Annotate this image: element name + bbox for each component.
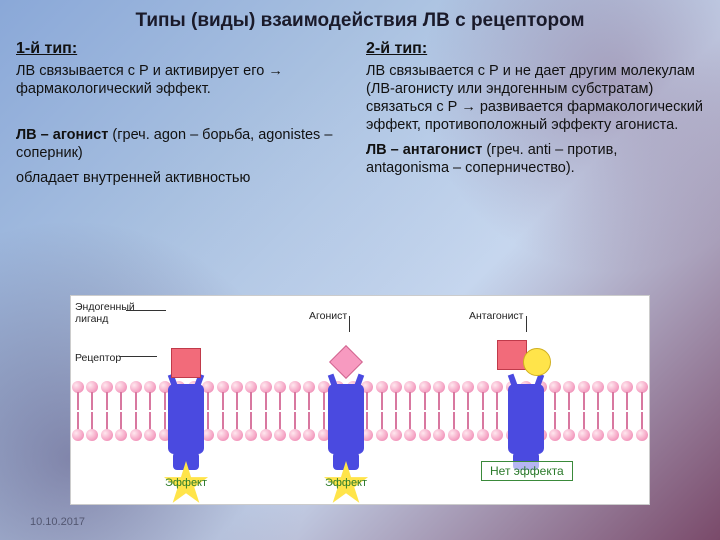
page-title: Типы (виды) взаимодействия ЛВ с рецептор…: [16, 10, 704, 32]
column-type2: 2-й тип: ЛВ связывается с Р и не дает др…: [366, 40, 704, 193]
lipid-icon: [591, 381, 605, 410]
lipid-icon: [476, 412, 490, 441]
lipid-icon: [432, 381, 446, 410]
lipid-icon: [302, 381, 316, 410]
lipid-icon: [461, 381, 475, 410]
lipid-icon: [85, 381, 99, 410]
label-receptor: Рецептор: [75, 352, 121, 364]
lipid-icon: [273, 412, 287, 441]
lipid-icon: [143, 412, 157, 441]
lipid-icon: [461, 412, 475, 441]
lipid-icon: [447, 381, 461, 410]
column-type1: 1-й тип: ЛВ связывается с Р и активирует…: [16, 40, 354, 193]
type1-desc: ЛВ связывается с Р и активирует его → фа…: [16, 62, 354, 98]
lipid-icon: [418, 412, 432, 441]
type2-heading: 2-й тип:: [366, 40, 704, 58]
lipid-icon: [447, 412, 461, 441]
lipid-icon: [389, 412, 403, 441]
lipid-icon: [129, 381, 143, 410]
lipid-icon: [418, 381, 432, 410]
lipid-icon: [375, 412, 389, 441]
lipid-icon: [476, 381, 490, 410]
lipid-icon: [71, 381, 85, 410]
lipid-icon: [259, 412, 273, 441]
lipid-icon: [577, 381, 591, 410]
lipid-icon: [114, 381, 128, 410]
lipid-icon: [114, 412, 128, 441]
lipid-icon: [230, 381, 244, 410]
lipid-icon: [577, 412, 591, 441]
lipid-icon: [216, 381, 230, 410]
lipid-icon: [216, 412, 230, 441]
lipid-icon: [635, 381, 649, 410]
lipid-icon: [403, 381, 417, 410]
lipid-icon: [620, 412, 634, 441]
lipid-icon: [403, 412, 417, 441]
ligand-antagonist-icon: [523, 348, 551, 376]
type1-heading: 1-й тип:: [16, 40, 354, 58]
lipid-icon: [259, 381, 273, 410]
type1-term: ЛВ – агонист: [16, 127, 108, 143]
effect-1: Эффект: [146, 461, 226, 489]
lipid-icon: [100, 412, 114, 441]
no-effect-label: Нет эффекта: [481, 461, 573, 481]
lipid-icon: [288, 381, 302, 410]
lipid-icon: [143, 381, 157, 410]
lipid-icon: [375, 381, 389, 410]
effect-2-label: Эффект: [306, 477, 386, 489]
lipid-icon: [389, 381, 403, 410]
type1-note: обладает внутренней активностью: [16, 169, 354, 187]
lipid-icon: [432, 412, 446, 441]
lipid-icon: [129, 412, 143, 441]
lipid-icon: [288, 412, 302, 441]
label-endogenous: Эндогенный лиганд: [75, 302, 145, 325]
slide-date: 10.10.2017: [30, 516, 85, 528]
lipid-icon: [230, 412, 244, 441]
lipid-icon: [244, 412, 258, 441]
lipid-icon: [620, 381, 634, 410]
lipid-icon: [606, 412, 620, 441]
lipid-icon: [606, 381, 620, 410]
lipid-icon: [591, 412, 605, 441]
effect-1-label: Эффект: [146, 477, 226, 489]
label-agonist: Агонист: [309, 310, 347, 322]
type2-term: ЛВ – антагонист: [366, 142, 482, 158]
lipid-icon: [85, 412, 99, 441]
type2-desc: ЛВ связывается с Р и не дает другим моле…: [366, 62, 704, 135]
lipid-icon: [244, 381, 258, 410]
ligand-endogenous-icon: [171, 348, 201, 378]
lipid-icon: [273, 381, 287, 410]
lipid-icon: [100, 381, 114, 410]
effect-2: Эффект: [306, 461, 386, 489]
lipid-icon: [562, 412, 576, 441]
lipid-icon: [562, 381, 576, 410]
lipid-icon: [302, 412, 316, 441]
lipid-icon: [635, 412, 649, 441]
lipid-icon: [71, 412, 85, 441]
label-antagonist: Антагонист: [469, 310, 524, 322]
receptor-diagram: Эндогенный лиганд Рецептор Агонист Антаг…: [70, 295, 650, 505]
